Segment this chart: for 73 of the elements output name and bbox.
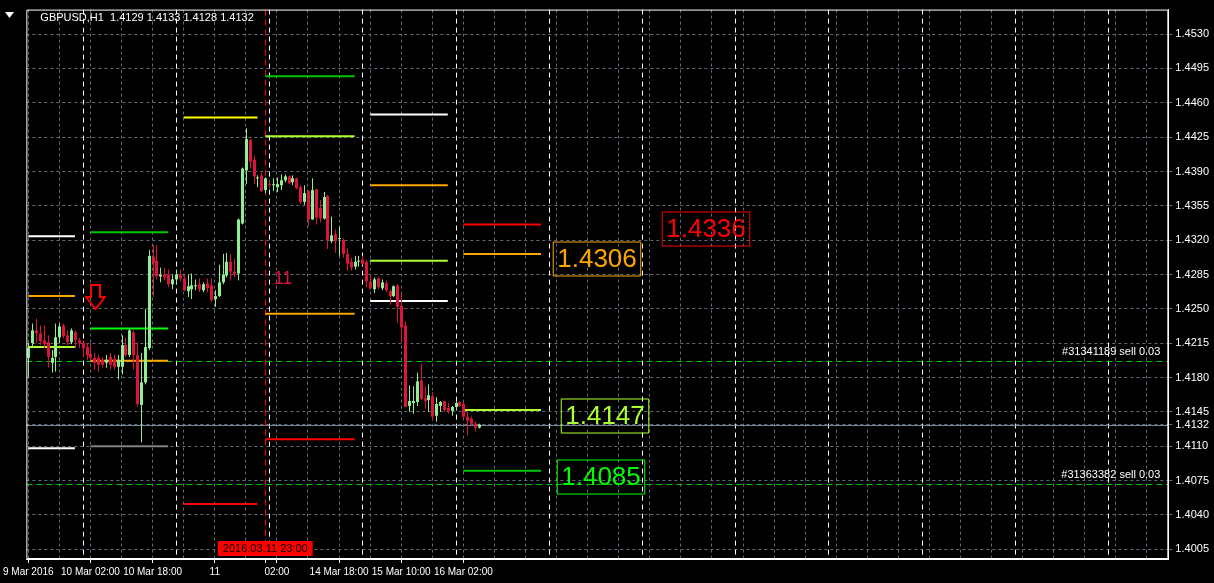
candlestick — [190, 273, 193, 300]
candlestick — [256, 174, 259, 188]
chart-title: GBPUSD,H1 1.4129 1.4133 1.4128 1.4132 — [40, 10, 254, 23]
candlestick — [342, 237, 345, 259]
x-tick-label: 11 — [209, 565, 221, 577]
candlestick — [466, 411, 469, 436]
candlestick — [218, 264, 221, 298]
y-tick-label: 1.4075 — [1175, 473, 1210, 486]
annotation: 1.4336 — [666, 213, 746, 244]
candlestick — [187, 273, 190, 298]
x-tick-label: 10 Mar 02:00 — [60, 565, 121, 577]
candlestick — [431, 391, 434, 422]
candlestick — [435, 396, 438, 423]
y-tick-label: 1.4215 — [1175, 336, 1210, 349]
candlestick — [260, 171, 263, 193]
annotation: 1.4306 — [557, 243, 637, 274]
candlestick — [416, 372, 419, 407]
candlestick — [58, 323, 61, 344]
annotation: 1.4147 — [565, 400, 645, 431]
y-tick-label: 1.4355 — [1175, 198, 1210, 211]
candlestick — [303, 184, 306, 206]
candlestick — [346, 247, 349, 272]
candlestick — [334, 228, 337, 254]
y-tick-label: 1.4040 — [1175, 507, 1210, 520]
x-tick-label: 02:00 — [264, 565, 290, 577]
x-tick-label: 15 Mar 10:00 — [371, 565, 432, 577]
x-tick-label: 16 Mar 02:00 — [433, 565, 494, 577]
candlestick — [194, 278, 197, 291]
y-tick-label: 1.4390 — [1175, 164, 1210, 177]
candlestick — [229, 253, 232, 281]
y-tick-label: 1.4425 — [1175, 130, 1210, 143]
candlestick — [365, 259, 368, 288]
ref-line-label: #31363382 sell 0.03 — [1061, 468, 1161, 481]
candlestick — [330, 216, 333, 244]
y-tick-label: 1.4495 — [1175, 61, 1210, 74]
candlestick — [222, 253, 225, 285]
candlestick — [121, 334, 124, 376]
annotation: 1.4085 — [561, 461, 641, 492]
x-tick-label: 2016.03.11 23:00 — [222, 542, 308, 555]
candlestick — [420, 363, 423, 401]
annotation: 11 — [273, 267, 293, 288]
y-tick-label: 1.4110 — [1175, 439, 1209, 452]
candlestick — [338, 225, 341, 257]
x-tick-label: 9 Mar 2016 — [3, 565, 55, 577]
y-tick-label: 1.4530 — [1175, 27, 1210, 40]
y-tick-label: 1.4180 — [1175, 370, 1210, 383]
candlestick — [35, 318, 38, 344]
candlestick — [323, 191, 326, 221]
candlestick — [427, 383, 430, 413]
candlestick — [132, 329, 135, 371]
y-tick-label: 1.4250 — [1175, 301, 1210, 314]
candlestick — [31, 323, 34, 347]
x-tick-label: 10 Mar 18:00 — [123, 565, 183, 577]
candlestick — [47, 334, 50, 369]
y-tick-label: 1.4005 — [1175, 542, 1210, 555]
candlestick — [152, 244, 155, 298]
candlestick — [124, 337, 127, 358]
candlestick — [408, 384, 411, 413]
y-tick-label: 1.4460 — [1175, 95, 1210, 108]
y-tick-label: 1.4132 — [1175, 417, 1210, 430]
y-tick-label: 1.4145 — [1175, 404, 1210, 417]
candlestick — [54, 323, 57, 373]
candlestick — [140, 352, 143, 443]
y-tick-label: 1.4285 — [1175, 267, 1210, 280]
y-tick-label: 1.4320 — [1175, 233, 1210, 246]
x-tick-label: 14 Mar 18:00 — [309, 565, 369, 577]
candlestick — [210, 277, 213, 303]
candlestick — [357, 255, 360, 268]
candlestick — [396, 283, 399, 324]
ref-line-label: #31341189 sell 0.03 — [1062, 344, 1161, 357]
candlestick — [412, 385, 415, 415]
candlestick — [272, 177, 275, 192]
candlestick — [39, 325, 42, 346]
